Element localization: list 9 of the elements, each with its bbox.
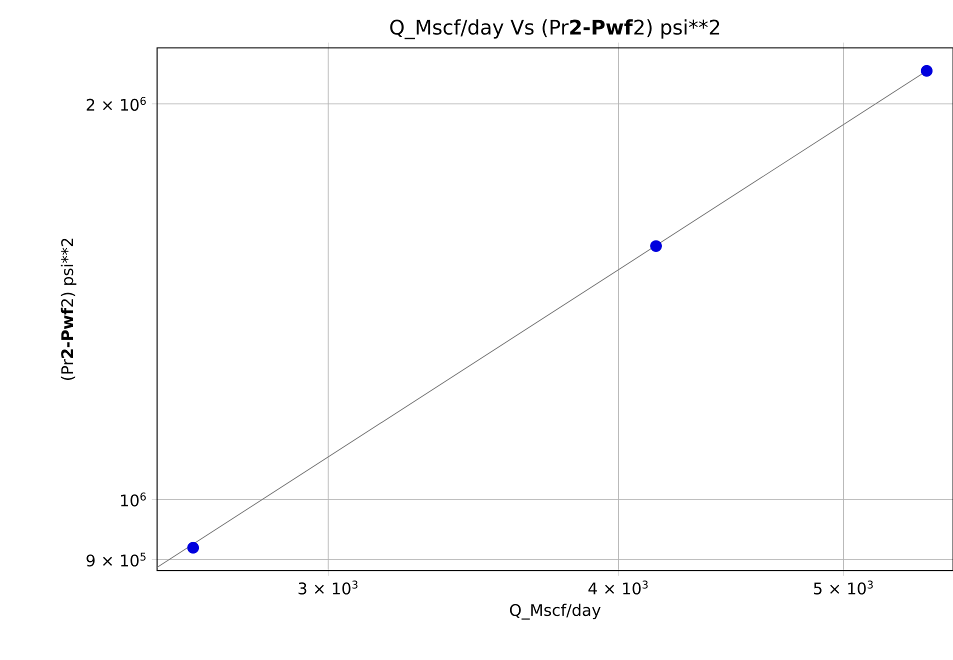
y-tick-label: 10$^{6}$ (121, 492, 146, 506)
y-tick-label: 2 × 10$^{6}$ (86, 96, 146, 111)
x-tick-label: 5 × 10$^{3}$ (814, 580, 873, 595)
x-axis-title: Q_Mscf/day (510, 604, 601, 620)
x-tick-label: 3 × 10$^{3}$ (298, 580, 358, 595)
y-tick-label: 9 × 10$^{5}$ (86, 552, 146, 567)
y-axis-title: (Pr2-Pwf2) psi**2 (60, 238, 76, 380)
chart-title: Q_Mscf/day Vs (Pr2-Pwf2) psi**2 (390, 19, 720, 40)
x-tick-label: 4 × 10$^{3}$ (588, 580, 648, 595)
